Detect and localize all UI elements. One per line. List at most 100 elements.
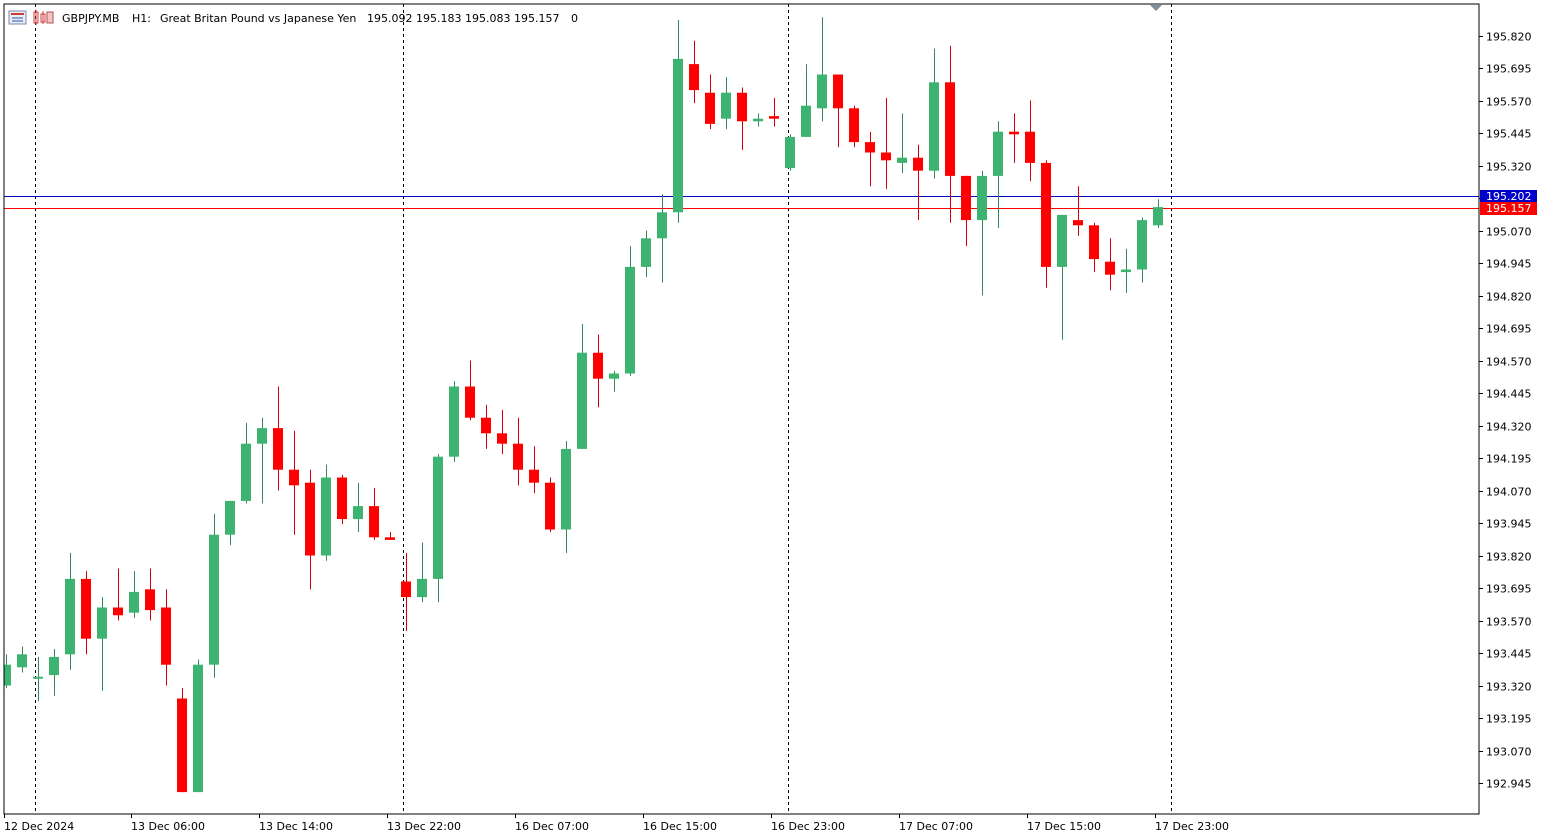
candle-bear bbox=[705, 74, 715, 130]
candle-bear bbox=[337, 474, 347, 525]
candle-body bbox=[353, 506, 363, 520]
candle-bull bbox=[417, 542, 427, 603]
candle-body bbox=[273, 428, 283, 470]
price-tick-label: 193.070 bbox=[1486, 746, 1532, 759]
candle-body bbox=[129, 591, 139, 613]
candle-bull bbox=[897, 113, 907, 174]
candle-body bbox=[545, 482, 555, 530]
candle-body bbox=[1105, 261, 1115, 275]
candle-body bbox=[417, 578, 427, 598]
candle-body bbox=[1073, 220, 1083, 226]
candle-bear bbox=[1073, 186, 1083, 236]
candle-bear bbox=[81, 571, 91, 655]
candle-bear bbox=[145, 568, 155, 621]
price-tick-label: 195.820 bbox=[1486, 31, 1532, 44]
candle-body bbox=[481, 417, 491, 434]
time-tick-label: 17 Dec 15:00 bbox=[1027, 820, 1101, 833]
candle-bull bbox=[721, 77, 731, 130]
candle-body bbox=[673, 58, 683, 213]
candle-bear bbox=[273, 386, 283, 491]
candle-bull bbox=[225, 500, 235, 546]
candle-body bbox=[705, 92, 715, 124]
candle-body bbox=[449, 386, 459, 457]
price-axis[interactable]: 195.820 195.695 195.570 195.445 195.320 195.1… bbox=[1479, 31, 1532, 791]
candle-body bbox=[881, 152, 891, 161]
candle-bull bbox=[449, 381, 459, 462]
candle-body bbox=[593, 352, 603, 379]
candle-bull bbox=[641, 230, 651, 278]
price-lines bbox=[4, 196, 1479, 209]
price-tick-label: 194.945 bbox=[1486, 258, 1532, 271]
candle-bull bbox=[1153, 199, 1163, 228]
candle-body bbox=[1137, 220, 1147, 270]
candle-bull bbox=[785, 134, 795, 171]
candle-bull bbox=[657, 194, 667, 283]
volume-value: 0 bbox=[571, 12, 578, 25]
price-tick-label: 194.695 bbox=[1486, 323, 1532, 336]
price-tick-label: 193.445 bbox=[1486, 648, 1532, 661]
candle-body bbox=[657, 212, 667, 239]
price-tick-label: 195.570 bbox=[1486, 96, 1532, 109]
price-tick-label: 195.320 bbox=[1486, 161, 1532, 174]
time-tick-label: 16 Dec 15:00 bbox=[643, 820, 717, 833]
candle-body bbox=[833, 74, 843, 109]
indicator-icon[interactable] bbox=[33, 10, 54, 25]
candle-bull bbox=[977, 170, 987, 296]
candle-bull bbox=[1057, 214, 1067, 340]
candles bbox=[4, 17, 1163, 793]
price-tick-label: 194.070 bbox=[1486, 486, 1532, 499]
candle-bear bbox=[529, 446, 539, 494]
candle-body bbox=[817, 74, 827, 109]
candle-body bbox=[609, 373, 619, 379]
candle-body bbox=[913, 157, 923, 171]
candle-bull bbox=[1121, 248, 1131, 293]
candle-body bbox=[225, 500, 235, 535]
candle-bear bbox=[849, 105, 859, 148]
candle-body bbox=[561, 448, 571, 530]
time-tick-label: 16 Dec 23:00 bbox=[771, 820, 845, 833]
candle-body bbox=[513, 443, 523, 470]
candle-body bbox=[161, 607, 171, 665]
candle-bear bbox=[177, 688, 187, 793]
time-tick-label: 16 Dec 07:00 bbox=[515, 820, 589, 833]
price-tick-label: 194.820 bbox=[1486, 291, 1532, 304]
candle-body bbox=[145, 589, 155, 611]
price-tick-label: 195.070 bbox=[1486, 226, 1532, 239]
candle-bull bbox=[97, 597, 107, 691]
candle-bull bbox=[625, 246, 635, 377]
candle-bull bbox=[33, 656, 43, 702]
candle-body bbox=[97, 607, 107, 639]
chart-window-icon[interactable] bbox=[8, 10, 27, 25]
candle-bull bbox=[561, 441, 571, 553]
candle-bear bbox=[833, 74, 843, 148]
candle-bear bbox=[593, 334, 603, 408]
candle-body bbox=[1089, 225, 1099, 260]
candle-body bbox=[1153, 207, 1163, 226]
ask-price-tag: 195.202 bbox=[1480, 190, 1537, 203]
candle-bear bbox=[1009, 113, 1019, 163]
plot-frame bbox=[3, 3, 1480, 815]
candle-bear bbox=[1041, 160, 1051, 288]
candle-body bbox=[1041, 162, 1051, 267]
price-tick-label: 194.445 bbox=[1486, 388, 1532, 401]
candle-body bbox=[849, 108, 859, 143]
candle-body bbox=[721, 92, 731, 119]
candle-body bbox=[193, 664, 203, 793]
candle-body bbox=[257, 428, 267, 444]
price-tick-label: 195.445 bbox=[1486, 128, 1532, 141]
time-tick-label: 13 Dec 14:00 bbox=[259, 820, 333, 833]
candle-body bbox=[465, 386, 475, 418]
candle-body bbox=[1121, 269, 1131, 273]
candle-bull bbox=[17, 646, 27, 673]
candle-body bbox=[49, 656, 59, 676]
candle-body bbox=[4, 664, 11, 686]
candle-bull bbox=[433, 454, 443, 603]
ohlc-values: 195.092 195.183 195.083 195.157 bbox=[367, 12, 559, 25]
candle-bear bbox=[305, 469, 315, 590]
shift-marker-icon[interactable] bbox=[1150, 5, 1162, 11]
time-axis[interactable]: 12 Dec 2024 13 Dec 06:00 13 Dec 14:00 13 De… bbox=[4, 814, 1229, 833]
candle-body bbox=[1057, 214, 1067, 267]
